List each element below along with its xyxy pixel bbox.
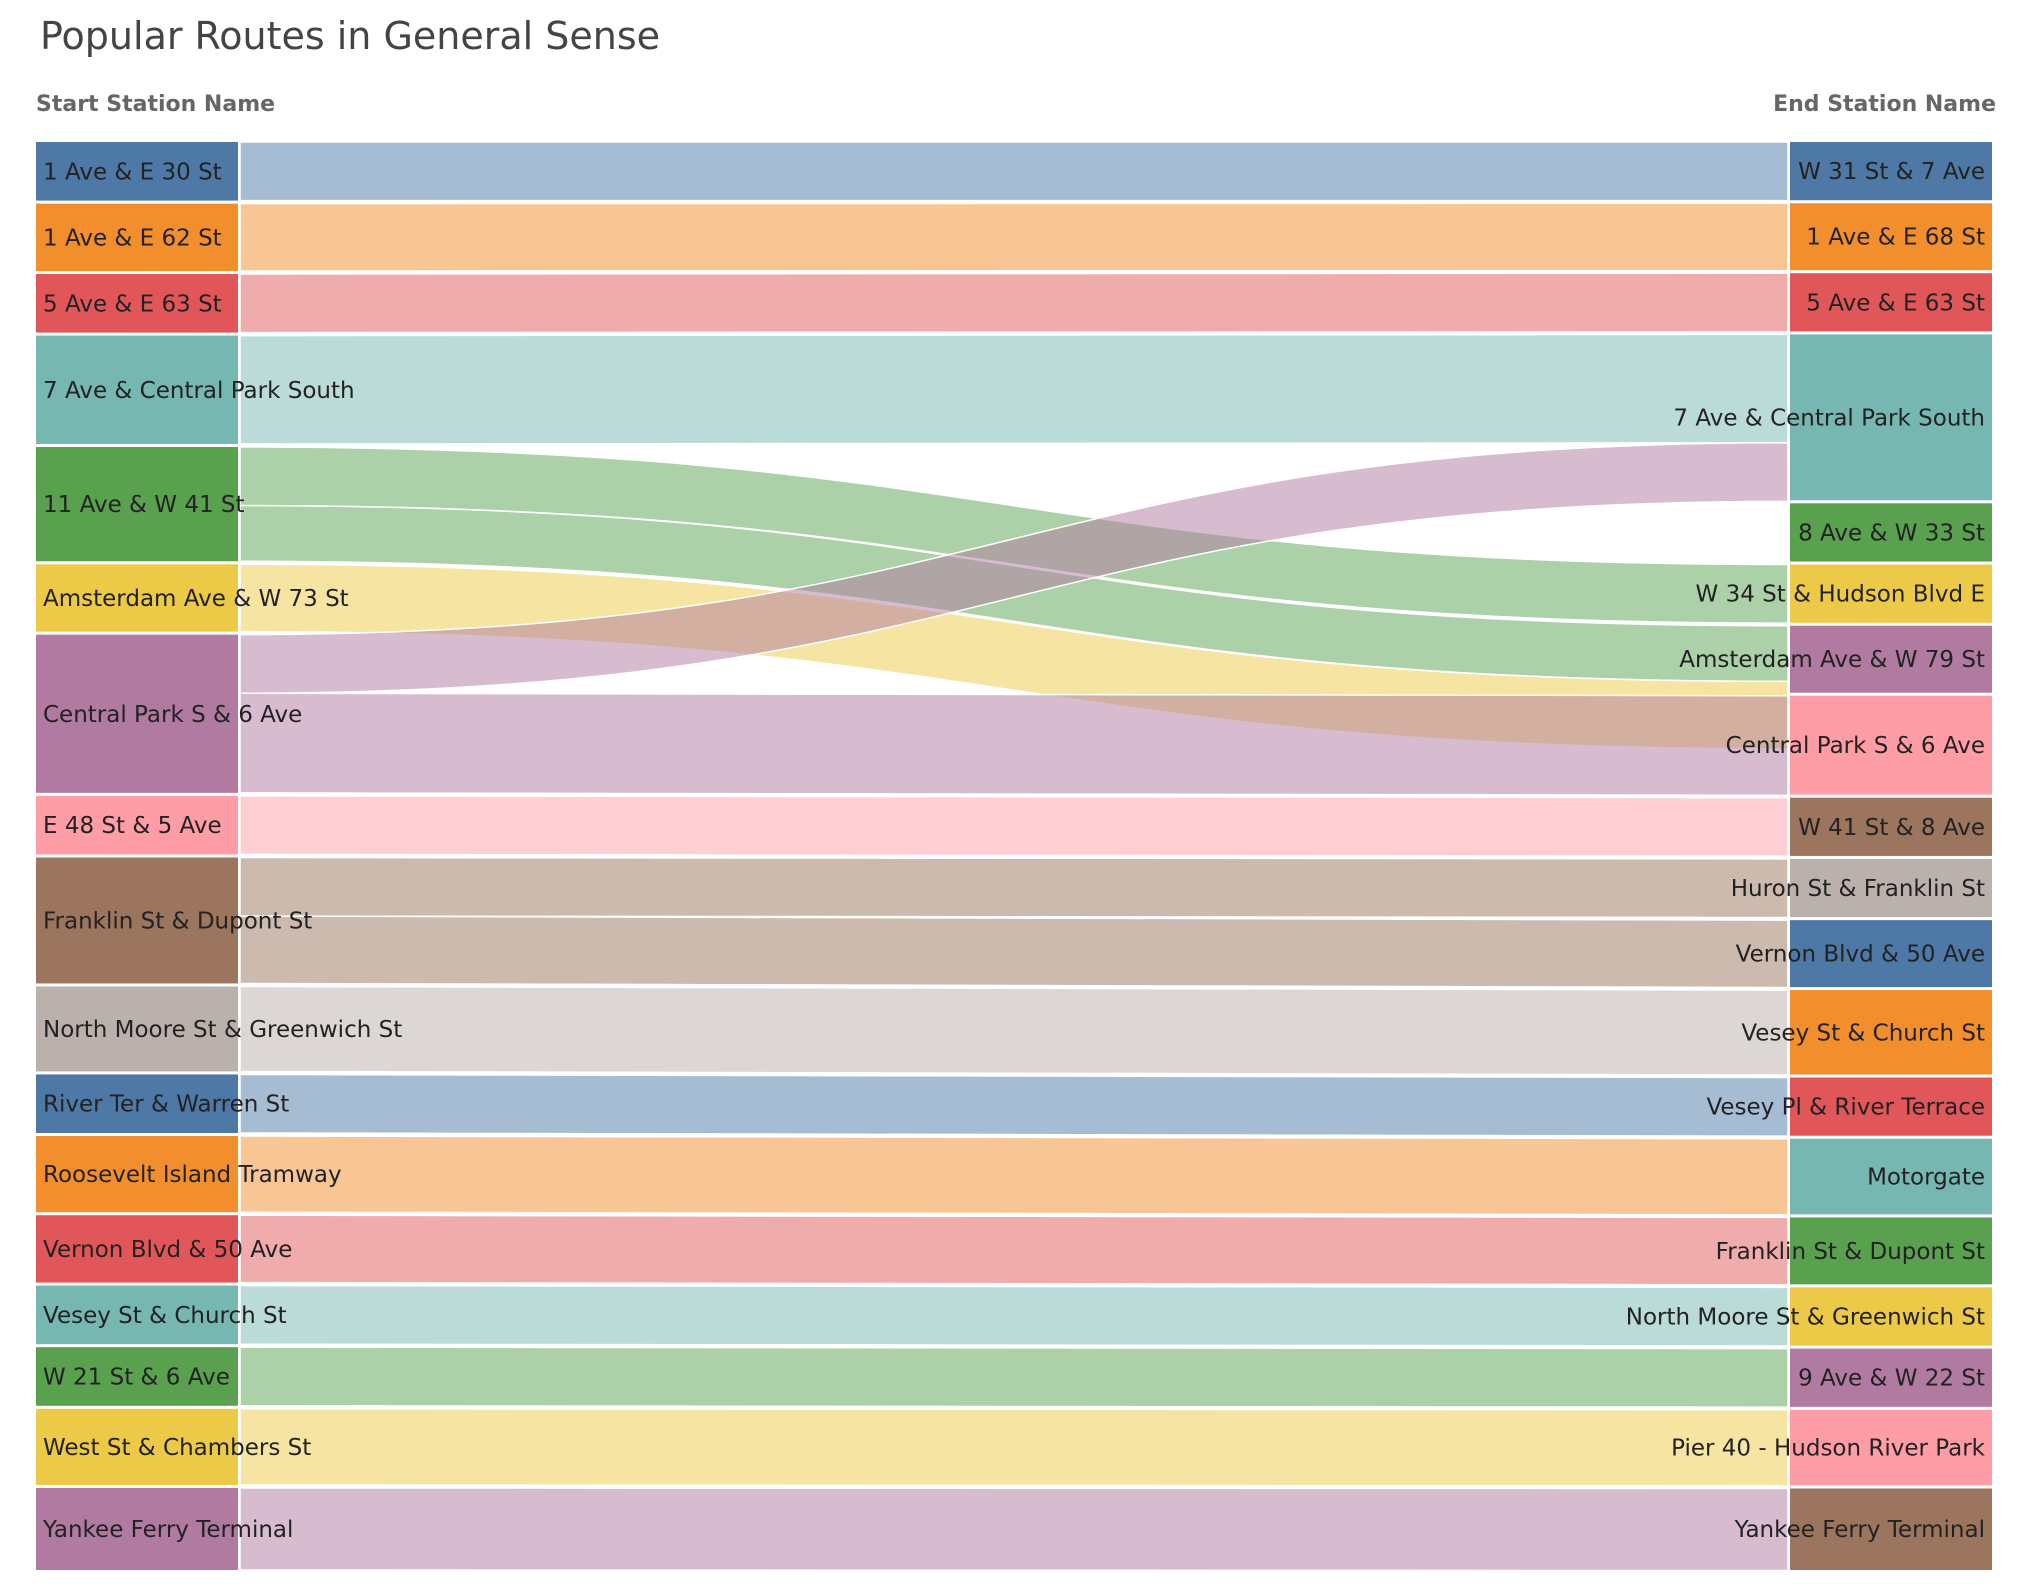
start-node [36,1136,238,1213]
start-node [36,273,238,333]
end-node [1790,858,1992,918]
end-node [1790,797,1992,856]
end-node [1790,334,1992,501]
end-node-label: Franklin St & Dupont St [1716,1239,1985,1265]
start-node [36,1408,238,1485]
sankey-link [239,1408,1789,1487]
end-node-label: Central Park S & 6 Ave [1726,733,1985,759]
start-node [36,857,238,984]
end-node [1790,625,1992,693]
start-node [36,1074,238,1134]
end-node [1790,1217,1992,1285]
sankey-link [239,1073,1789,1137]
end-node-label: Vesey Pl & River Terrace [1706,1095,1985,1121]
start-node-label: E 48 St & 5 Ave [43,813,222,839]
chart-title: Popular Routes in General Sense [40,14,661,58]
sankey-link [239,1284,1789,1347]
start-node [36,795,238,855]
end-station-header: End Station Name [1773,92,1996,117]
end-node [1790,273,1992,332]
start-node-label: Amsterdam Ave & W 73 St [43,586,349,612]
end-node [1790,1409,1992,1486]
sankey-link [239,915,1789,989]
sankey-links [239,141,1789,1572]
sankey-link [239,141,1789,202]
end-node [1790,695,1992,795]
start-node-label: West St & Chambers St [43,1435,311,1461]
end-node-label: North Moore St & Greenwich St [1626,1304,1985,1330]
sankey-link [239,202,1789,272]
end-node [1790,1488,1992,1570]
end-node-label: 7 Ave & Central Park South [1673,405,1985,431]
end-node [1790,1077,1992,1136]
end-node-label: Vernon Blvd & 50 Ave [1736,942,1985,968]
start-node [36,564,238,632]
start-node-label: North Moore St & Greenwich St [43,1017,402,1043]
start-node-label: 1 Ave & E 30 St [43,159,222,185]
end-node-label: Yankee Ferry Terminal [1734,1517,1985,1543]
sankey-labels: 1 Ave & E 30 St 1 Ave & E 62 St 5 Ave & E … [42,159,1986,1543]
sankey-link [239,1214,1789,1286]
start-node [36,1487,238,1570]
end-node [1790,1138,1992,1215]
sankey-link [239,1135,1789,1216]
end-node-label: W 34 St & Hudson Blvd E [1696,582,1985,608]
end-node-label: W 41 St & 8 Ave [1798,815,1985,841]
end-node-label: 1 Ave & E 68 St [1806,225,1985,251]
end-node-label: 5 Ave & E 63 St [1806,290,1985,316]
start-node-label: Vesey St & Church St [43,1303,287,1329]
start-node-label: 5 Ave & E 63 St [43,291,222,317]
end-node [1790,920,1992,988]
start-node-label: Franklin St & Dupont St [43,908,312,934]
start-node [36,142,238,201]
start-node-label: W 21 St & 6 Ave [43,1364,230,1390]
end-node [1790,990,1992,1075]
start-node [36,1285,238,1345]
start-node-label: 7 Ave & Central Park South [43,378,355,404]
sankey-link [239,692,1789,797]
end-node-label: 8 Ave & W 33 St [1798,520,1985,546]
sankey-link [239,985,1789,1076]
start-node [36,203,238,271]
start-node-label: Vernon Blvd & 50 Ave [43,1237,292,1263]
end-node-label: W 31 St & 7 Ave [1798,159,1985,185]
end-node [1790,142,1992,201]
start-node [36,634,238,793]
start-node [36,986,238,1072]
end-node-label: Vesey St & Church St [1741,1020,1985,1046]
start-station-header: Start Station Name [36,92,276,117]
end-node-label: Pier 40 - Hudson River Park [1671,1436,1986,1462]
sankey-link [239,1346,1789,1408]
end-node [1790,1348,1992,1407]
end-node-label: Motorgate [1867,1165,1985,1191]
start-node-label: River Ter & Warren St [43,1092,289,1118]
end-node [1790,564,1992,623]
start-node-label: 11 Ave & W 41 St [43,492,245,518]
sankey-link [239,795,1789,858]
end-node-label: Huron St & Franklin St [1731,876,1985,902]
end-node [1790,503,1992,562]
start-node-label: Yankee Ferry Terminal [42,1517,293,1543]
sankey-link [239,333,1789,445]
sankey-link [239,442,1789,694]
start-node [36,335,238,444]
start-node-label: Central Park S & 6 Ave [43,702,302,728]
start-node [36,1215,238,1283]
end-node-label: 9 Ave & W 22 St [1798,1366,1985,1392]
sankey-link [239,272,1789,334]
end-node [1790,203,1992,271]
sankey-link [239,856,1789,919]
start-node [36,446,238,562]
start-node [36,1347,238,1406]
start-node-label: 1 Ave & E 62 St [43,225,222,251]
end-node-label: Amsterdam Ave & W 79 St [1679,647,1985,673]
end-node [1790,1287,1992,1346]
sankey-link [239,1487,1789,1572]
sankey-nodes [36,142,1992,1570]
start-node-label: Roosevelt Island Tramway [43,1162,342,1188]
